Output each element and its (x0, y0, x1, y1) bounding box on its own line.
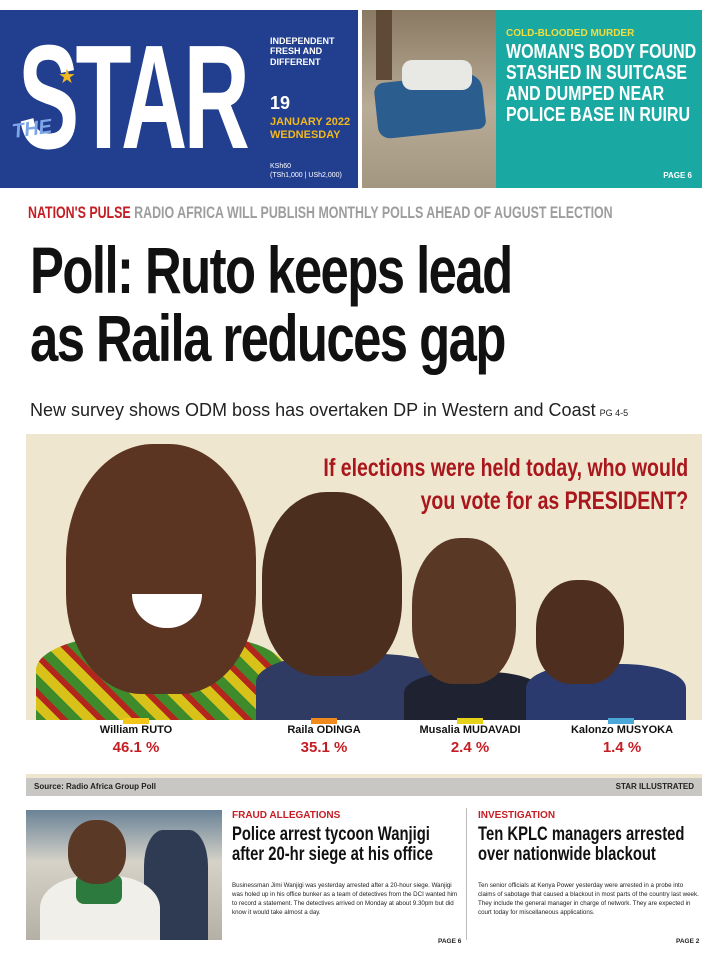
ruto-portrait (66, 444, 256, 694)
poll-graphic: If elections were held today, who would … (26, 434, 702, 796)
column-divider (466, 808, 467, 940)
odinga-portrait (262, 492, 402, 676)
candidate-odinga: Raila ODINGA 35.1 % (274, 724, 374, 756)
teaser-page: PAGE 6 (663, 171, 692, 180)
main-kicker: NATION'S PULSE RADIO AFRICA WILL PUBLISH… (28, 203, 613, 223)
date-month: JANUARY 2022 WEDNESDAY (270, 116, 350, 142)
cover-price: KSh60 (TSh1,000 | USh2,000) (270, 162, 342, 180)
story-wanjigi[interactable]: FRAUD ALLEGATIONS Police arrest tycoon W… (232, 810, 458, 917)
mudavadi-color-marker (457, 718, 483, 724)
candidate-name: Musalia MUDAVADI (419, 724, 521, 736)
teaser-headline: WOMAN'S BODY FOUND STASHED IN SUITCASE A… (506, 41, 697, 126)
date-month-label: JANUARY 2022 (270, 116, 351, 128)
star-icon: ★ (58, 66, 76, 88)
story-kicker: INVESTIGATION (478, 810, 556, 821)
candidate-mudavadi: Musalia MUDAVADI 2.4 % (410, 724, 530, 756)
teaser-box[interactable]: COLD-BLOODED MURDER WOMAN'S BODY FOUND S… (496, 10, 702, 188)
date-weekday: WEDNESDAY (270, 129, 341, 142)
logo-star: STAR (18, 15, 250, 180)
candidate-ruto: William RUTO 46.1 % (86, 724, 186, 756)
teaser-photo (362, 10, 496, 188)
candidate-percent: 2.4 % (450, 739, 490, 756)
story-headline: Ten KPLC managers arrested over nationwi… (478, 824, 685, 865)
musyoka-color-marker (608, 718, 634, 724)
wanjigi-head (68, 820, 126, 884)
price-ksh: KSh60 (270, 163, 292, 170)
candidate-musyoka: Kalonzo MUSYOKA 1.4 % (564, 724, 680, 756)
story-headline: Police arrest tycoon Wanjigi after 20-hr… (232, 824, 433, 865)
ruto-color-marker (123, 718, 149, 724)
candidate-percent: 1.4 % (602, 739, 642, 756)
mudavadi-portrait (412, 538, 516, 684)
candidate-name: Raila ODINGA (287, 724, 361, 736)
tree-trunk (376, 10, 392, 80)
date-day: 19 (270, 93, 291, 113)
story-page: PAGE 2 (676, 938, 700, 945)
candidate-percent: 35.1 % (300, 739, 348, 756)
odinga-color-marker (311, 718, 337, 724)
musyoka-portrait (536, 580, 624, 684)
headline-line-1: Poll: Ruto keeps lead (30, 233, 513, 307)
teaser-kicker: COLD-BLOODED MURDER (506, 28, 635, 39)
story-body: Businessman Jimi Wanjigi was yesterday a… (232, 882, 458, 916)
poll-question-line-2: you vote for as PRESIDENT? (420, 487, 689, 515)
tagline: INDEPENDENT FRESH AND DIFFERENT (270, 36, 335, 67)
story-page: PAGE 6 (438, 938, 462, 945)
subhead-text: New survey shows ODM boss has overtaken … (30, 400, 596, 420)
masthead: STAR ★ THE INDEPENDENT FRESH AND DIFFERE… (0, 10, 358, 188)
candidate-percent: 46.1 % (112, 739, 160, 756)
kicker-text: RADIO AFRICA WILL PUBLISH MONTHLY POLLS … (134, 203, 613, 222)
poll-source: Source: Radio Africa Group Poll (34, 782, 156, 791)
story-kicker: FRAUD ALLEGATIONS (232, 810, 341, 821)
subhead-page: PG 4-5 (599, 408, 629, 418)
cloth (402, 60, 472, 90)
kicker-label: NATION'S PULSE (28, 203, 131, 222)
story-body: Ten senior officials at Kenya Power yest… (478, 882, 699, 916)
main-subhead: New survey shows ODM boss has overtaken … (30, 400, 628, 421)
candidate-name: William RUTO (99, 724, 173, 736)
candidate-strip (26, 720, 702, 774)
poll-question-line-1: If elections were held today, who would (323, 454, 689, 482)
candidate-name: Kalonzo MUSYOKA (570, 724, 674, 736)
wanjigi-photo (26, 810, 222, 940)
story-kplc[interactable]: INVESTIGATION Ten KPLC managers arrested… (478, 810, 700, 917)
source-bar: Source: Radio Africa Group Poll STAR ILL… (26, 778, 702, 796)
main-headline[interactable]: Poll: Ruto keeps lead as Raila reduces g… (30, 236, 692, 372)
poll-question: If elections were held today, who would … (228, 452, 688, 518)
price-other: (TSh1,000 | USh2,000) (270, 172, 342, 180)
headline-line-2: as Raila reduces gap (30, 301, 506, 375)
illustration-credit: STAR ILLUSTRATED (615, 782, 694, 791)
